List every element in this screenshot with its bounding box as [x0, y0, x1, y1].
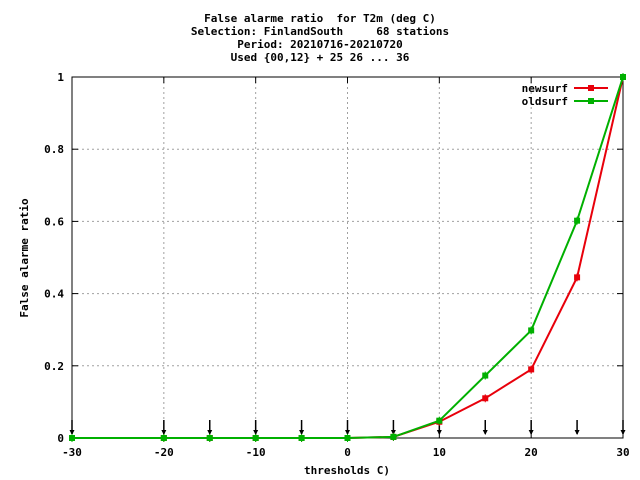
y-tick-label: 1: [57, 71, 64, 84]
threshold-arrowhead: [620, 430, 626, 435]
y-tick-label: 0.8: [44, 143, 64, 156]
x-tick-label: 10: [433, 446, 446, 459]
x-tick-label: -10: [246, 446, 266, 459]
x-tick-label: 20: [525, 446, 538, 459]
y-tick-label: 0.6: [44, 215, 64, 228]
grid-layer: [72, 77, 623, 438]
x-tick-label: 30: [616, 446, 629, 459]
threshold-arrowhead: [345, 430, 350, 435]
x-tick-label: -30: [62, 446, 82, 459]
threshold-arrowhead: [207, 430, 213, 435]
series-layer: [69, 73, 626, 442]
series-line-oldsurf: [72, 76, 624, 439]
y-tick-label: 0.2: [44, 360, 64, 373]
legend-label-newsurf: newsurf: [522, 82, 568, 95]
threshold-arrowhead: [299, 430, 305, 435]
legend-label-oldsurf: oldsurf: [522, 95, 568, 108]
threshold-arrowhead: [390, 430, 396, 435]
threshold-arrowhead: [482, 430, 488, 435]
threshold-arrowhead: [528, 430, 534, 435]
threshold-arrowhead: [574, 430, 580, 435]
x-axis-label: thresholds C): [304, 464, 390, 477]
x-tick-label: 0: [344, 446, 351, 459]
chart-title-line-1: False alarme ratio for T2m (deg C): [204, 12, 436, 25]
y-axis-label: False alarme ratio: [18, 198, 31, 318]
chart-title-line-2: Selection: FinlandSouth 68 stations: [190, 25, 450, 38]
legend-marker-oldsurf: [588, 98, 594, 104]
threshold-arrowhead: [253, 430, 259, 435]
chart-title-line-3: Period: 20210716-20210720: [237, 38, 403, 51]
threshold-arrowhead: [69, 430, 75, 435]
threshold-arrowhead: [436, 430, 442, 435]
legend-marker-newsurf: [588, 85, 594, 91]
y-tick-label: 0.4: [44, 288, 64, 301]
x-tick-label: -20: [154, 446, 174, 459]
ticks-layer: -30 -20 -10 0 10 20 30 0 0.2 0.4 0.6 0.8 1: [44, 71, 630, 459]
chart-title-line-4: Used {00,12} + 25 26 ... 36: [230, 51, 410, 64]
threshold-arrowhead: [161, 430, 167, 435]
arrows-layer: [69, 420, 626, 435]
y-tick-label: 0: [57, 432, 64, 445]
